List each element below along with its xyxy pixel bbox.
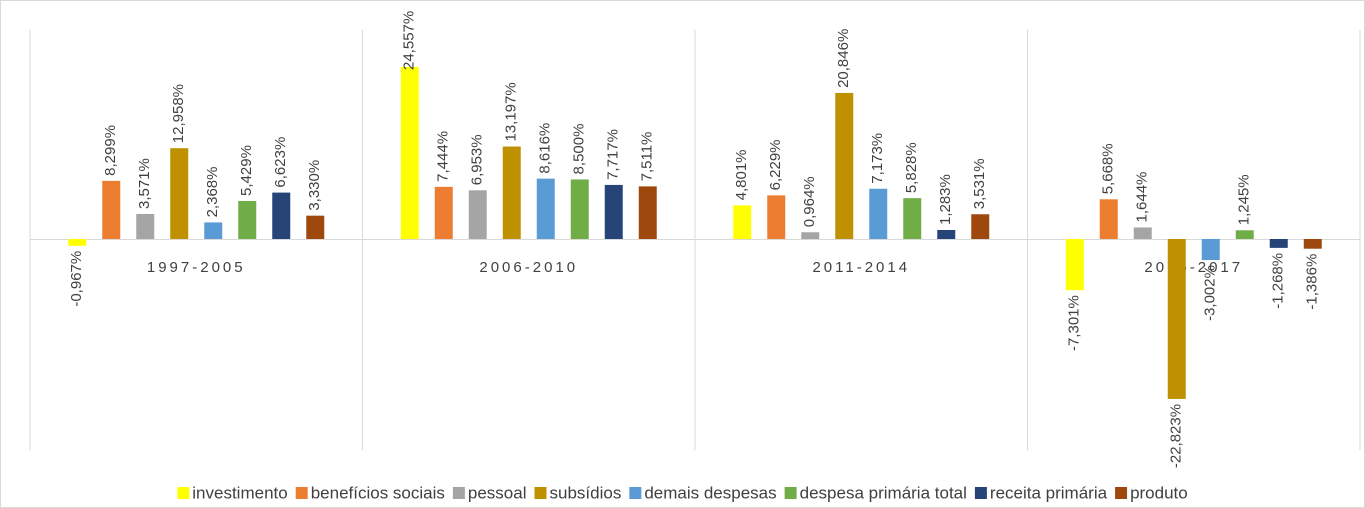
bar xyxy=(272,192,291,239)
bar xyxy=(570,179,589,239)
data-label: 8,500% xyxy=(571,124,588,175)
x-tick-label: 2015-2017 xyxy=(1144,259,1243,276)
bar xyxy=(502,146,521,239)
data-label: 7,444% xyxy=(435,131,452,182)
data-label: 3,330% xyxy=(306,160,323,211)
legend-swatch xyxy=(784,487,797,499)
data-label: 6,953% xyxy=(469,134,486,185)
data-label: 7,173% xyxy=(869,133,886,184)
legend-label: investimento xyxy=(192,483,287,502)
legend-label: pessoal xyxy=(468,483,527,502)
data-label: 4,801% xyxy=(733,149,750,200)
bar xyxy=(1235,230,1254,239)
data-label: 2,368% xyxy=(204,167,221,218)
bar xyxy=(170,148,189,239)
bar xyxy=(971,214,990,239)
data-label: 13,197% xyxy=(503,82,520,141)
data-label: -1,268% xyxy=(1270,253,1287,309)
bar xyxy=(306,215,325,239)
legend-swatch xyxy=(452,487,465,499)
data-label: 6,623% xyxy=(272,137,289,188)
legend-label: demais despesas xyxy=(644,483,776,502)
bar xyxy=(767,195,786,239)
bar xyxy=(468,190,487,239)
bar xyxy=(1167,239,1186,399)
data-label: 8,616% xyxy=(537,123,554,174)
data-label: 0,964% xyxy=(801,176,818,227)
legend-label: despesa primária total xyxy=(800,483,967,502)
legend-swatch xyxy=(534,487,547,499)
bar xyxy=(400,66,419,240)
legend-swatch xyxy=(177,487,190,499)
bar xyxy=(801,232,820,239)
bar xyxy=(1201,239,1220,261)
data-label: -3,002% xyxy=(1202,265,1219,321)
bar xyxy=(604,184,623,239)
data-label: -0,967% xyxy=(68,251,85,307)
data-label: 3,531% xyxy=(971,158,988,209)
bar xyxy=(434,186,453,239)
legend-swatch xyxy=(974,487,987,499)
data-label: 7,511% xyxy=(639,132,656,182)
bar xyxy=(638,186,657,239)
bar xyxy=(1065,239,1084,291)
legend-label: subsídios xyxy=(550,483,622,502)
data-label: 3,571% xyxy=(136,158,153,209)
legend-label: produto xyxy=(1130,483,1188,502)
data-label: -22,823% xyxy=(1168,404,1185,468)
bar xyxy=(869,188,888,239)
data-label: 8,299% xyxy=(102,125,119,176)
data-label: 5,429% xyxy=(238,145,255,196)
legend-label: benefícios sociais xyxy=(311,483,445,502)
legend-label: receita primária xyxy=(990,483,1108,502)
data-label: 20,846% xyxy=(835,29,852,88)
bar xyxy=(1099,199,1118,239)
legend-swatch xyxy=(295,487,308,499)
data-label: 1,644% xyxy=(1134,172,1151,223)
x-tick-label: 2006-2010 xyxy=(479,259,578,276)
data-label: 12,958% xyxy=(170,84,187,143)
bar xyxy=(102,180,121,239)
bar xyxy=(903,198,922,239)
legend-swatch xyxy=(1115,487,1128,499)
bar xyxy=(238,200,257,239)
bar xyxy=(68,239,87,246)
bar xyxy=(1269,239,1288,248)
bar xyxy=(733,205,752,239)
bar xyxy=(204,222,223,239)
data-label: 6,229% xyxy=(767,139,784,190)
data-label: 5,668% xyxy=(1100,143,1117,194)
bar xyxy=(835,92,854,239)
bar xyxy=(1133,227,1152,239)
data-label: 1,245% xyxy=(1236,174,1253,225)
data-label: -1,386% xyxy=(1304,254,1321,310)
data-label: -7,301% xyxy=(1066,295,1083,351)
data-label: 1,283% xyxy=(937,174,954,225)
bar xyxy=(1303,239,1322,249)
bar xyxy=(536,178,555,239)
bar xyxy=(937,230,956,239)
data-label: 5,828% xyxy=(903,142,920,193)
data-label: 24,557% xyxy=(401,11,418,70)
x-tick-label: 1997-2005 xyxy=(147,259,246,276)
bar xyxy=(136,213,155,239)
data-label: 7,717% xyxy=(605,129,622,180)
legend-swatch xyxy=(629,487,642,499)
x-tick-label: 2011-2014 xyxy=(812,259,910,276)
